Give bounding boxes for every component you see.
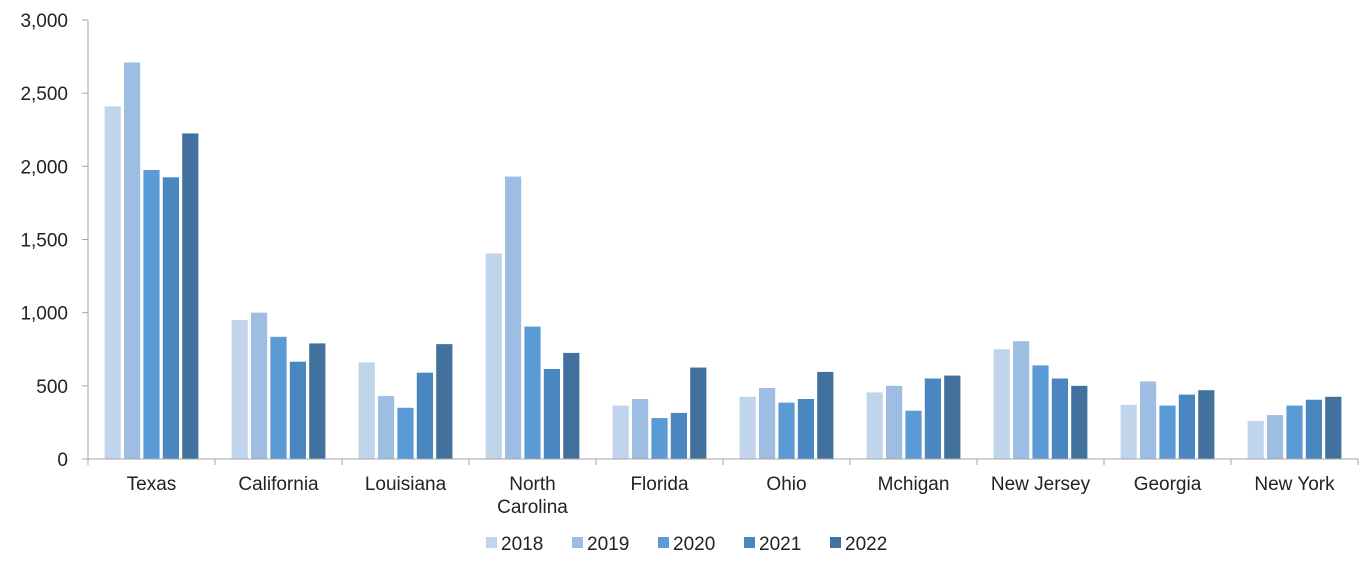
bar: [1032, 365, 1049, 459]
bar: [505, 176, 522, 459]
bar: [866, 392, 883, 459]
bar: [690, 367, 707, 459]
bar: [436, 344, 453, 459]
legend: 2018 2019 2020 2021 2022: [486, 534, 887, 555]
y-axis-ticks: 0 500 1,000 1,500 2,000 2,500 3,000: [20, 11, 88, 471]
y-tick-label: 500: [36, 377, 68, 398]
bar: [563, 352, 580, 459]
y-tick-label: 1,500: [20, 231, 68, 252]
bar: [416, 372, 433, 459]
bar: [905, 410, 922, 459]
bar: [797, 399, 814, 459]
bar: [1159, 405, 1176, 459]
bar: [1305, 399, 1322, 459]
bar: [1247, 420, 1264, 459]
bar: [778, 402, 795, 459]
legend-label: 2018: [501, 534, 543, 555]
x-category-label: Florida: [630, 474, 689, 495]
bar: [817, 371, 834, 459]
bar: [309, 343, 326, 459]
legend-swatch: [486, 537, 497, 548]
bar: [162, 177, 179, 459]
legend-label: 2020: [673, 534, 715, 555]
bar: [1140, 381, 1157, 459]
bar: [378, 396, 395, 459]
bar: [944, 375, 961, 459]
bar: [104, 106, 121, 459]
x-category-label: North Carolina: [497, 474, 568, 518]
y-tick-label: 2,500: [20, 84, 68, 105]
bar: [143, 169, 160, 460]
bar: [612, 405, 629, 459]
bar: [651, 418, 668, 459]
bar: [124, 62, 141, 459]
bar: [289, 361, 306, 459]
legend-label: 2021: [759, 534, 801, 555]
bar: [632, 399, 649, 459]
bar: [759, 388, 776, 459]
bar: [270, 336, 287, 459]
x-category-label: New Jersey: [991, 474, 1091, 495]
bar: [358, 362, 375, 459]
bar: [886, 385, 903, 459]
bar: [1013, 341, 1030, 459]
legend-label: 2019: [587, 534, 629, 555]
y-tick-label: 2,000: [20, 157, 68, 178]
bar: [251, 312, 268, 459]
bar: [1267, 415, 1284, 459]
bar: [182, 133, 199, 459]
x-category-label: Georgia: [1134, 474, 1202, 495]
bar: [1325, 396, 1342, 459]
x-axis-labels: Texas California Louisiana North Carolina Flo…: [127, 474, 1335, 518]
bars: [104, 62, 1342, 460]
bar: [1071, 385, 1088, 459]
bar: [1198, 390, 1215, 459]
bar: [993, 349, 1010, 459]
bar: [524, 326, 541, 459]
x-category-label: Louisiana: [365, 474, 447, 495]
x-category-label: Ohio: [766, 474, 806, 495]
axes: [87, 20, 1359, 465]
bar: [397, 407, 414, 459]
x-category-label: California: [238, 474, 319, 495]
y-tick-label: 3,000: [20, 11, 68, 32]
bar: [1178, 394, 1195, 459]
bar: [231, 319, 248, 459]
legend-swatch: [572, 537, 583, 548]
x-category-label: New York: [1254, 474, 1335, 495]
bar: [485, 253, 502, 459]
legend-swatch: [658, 537, 669, 548]
y-tick-label: 1,000: [20, 304, 68, 325]
legend-label: 2022: [845, 534, 887, 555]
bar: [543, 369, 560, 459]
bar: [739, 396, 756, 459]
legend-swatch: [744, 537, 755, 548]
bar: [1120, 404, 1137, 459]
bar: [924, 378, 941, 459]
bar: [670, 412, 687, 459]
bar: [1051, 378, 1068, 459]
x-category-label: Mchigan: [878, 474, 950, 495]
y-tick-label: 0: [57, 450, 68, 471]
bar: [1286, 405, 1303, 459]
x-category-label: Texas: [127, 474, 177, 495]
legend-swatch: [830, 537, 841, 548]
